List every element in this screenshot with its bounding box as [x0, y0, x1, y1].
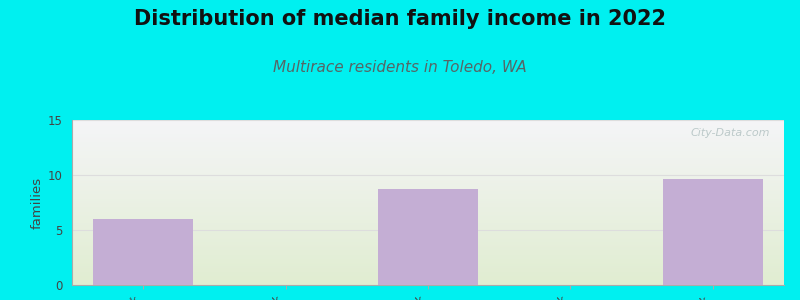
Bar — [663, 179, 762, 285]
Bar — [94, 219, 193, 285]
Text: Distribution of median family income in 2022: Distribution of median family income in … — [134, 9, 666, 29]
Text: City-Data.com: City-Data.com — [690, 128, 770, 138]
Text: Multirace residents in Toledo, WA: Multirace residents in Toledo, WA — [273, 60, 527, 75]
Bar — [378, 189, 478, 285]
Y-axis label: families: families — [30, 176, 43, 229]
